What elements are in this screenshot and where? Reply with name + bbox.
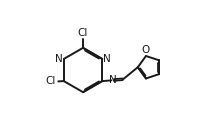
Text: N: N bbox=[55, 54, 63, 64]
Text: Cl: Cl bbox=[78, 28, 88, 38]
Text: Cl: Cl bbox=[45, 76, 55, 86]
Text: O: O bbox=[142, 45, 150, 55]
Text: N: N bbox=[109, 75, 116, 85]
Text: N: N bbox=[103, 54, 111, 64]
